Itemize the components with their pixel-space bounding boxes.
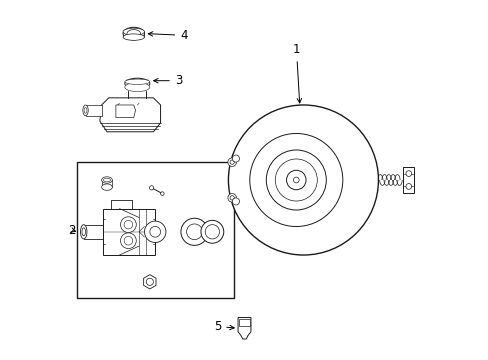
Ellipse shape <box>82 105 88 116</box>
Ellipse shape <box>123 34 144 40</box>
Text: 2: 2 <box>67 224 76 237</box>
Circle shape <box>293 177 299 183</box>
Polygon shape <box>116 105 135 117</box>
Circle shape <box>275 159 317 201</box>
Circle shape <box>405 171 411 176</box>
Circle shape <box>146 278 153 285</box>
Ellipse shape <box>124 78 149 89</box>
Text: 3: 3 <box>153 74 182 87</box>
Circle shape <box>229 160 234 164</box>
Circle shape <box>232 198 239 205</box>
Circle shape <box>149 186 153 190</box>
Circle shape <box>121 233 136 249</box>
Ellipse shape <box>103 178 110 182</box>
Polygon shape <box>100 98 160 132</box>
Polygon shape <box>143 275 156 289</box>
Bar <box>77 162 233 298</box>
Bar <box>85 105 102 116</box>
Circle shape <box>124 237 132 245</box>
Ellipse shape <box>127 30 140 37</box>
Ellipse shape <box>124 83 149 91</box>
Circle shape <box>227 158 236 166</box>
Circle shape <box>232 155 239 162</box>
Circle shape <box>239 116 367 244</box>
Bar <box>239 319 249 327</box>
Ellipse shape <box>81 225 87 239</box>
Ellipse shape <box>124 79 149 85</box>
Text: 1: 1 <box>292 43 301 103</box>
Ellipse shape <box>123 27 144 40</box>
Text: 5: 5 <box>213 320 234 333</box>
Circle shape <box>230 107 376 253</box>
Circle shape <box>121 217 136 233</box>
Circle shape <box>246 123 360 237</box>
Circle shape <box>405 184 411 189</box>
Circle shape <box>233 111 372 249</box>
Circle shape <box>186 224 202 240</box>
Circle shape <box>205 225 219 239</box>
Ellipse shape <box>102 184 112 190</box>
Circle shape <box>286 170 305 190</box>
Ellipse shape <box>102 177 112 183</box>
Circle shape <box>124 220 132 229</box>
Ellipse shape <box>84 108 87 113</box>
Circle shape <box>181 218 207 246</box>
Circle shape <box>201 220 224 243</box>
Circle shape <box>266 150 325 210</box>
Bar <box>403 167 413 193</box>
Ellipse shape <box>123 28 144 35</box>
Circle shape <box>249 134 342 226</box>
Circle shape <box>160 192 164 195</box>
Circle shape <box>229 196 234 200</box>
Circle shape <box>144 221 165 243</box>
Circle shape <box>228 105 378 255</box>
Ellipse shape <box>82 228 85 236</box>
Polygon shape <box>238 318 250 339</box>
Circle shape <box>227 194 236 202</box>
Polygon shape <box>103 208 155 255</box>
Circle shape <box>253 130 353 230</box>
Polygon shape <box>83 225 103 239</box>
Text: 4: 4 <box>148 29 187 42</box>
Circle shape <box>149 226 160 237</box>
